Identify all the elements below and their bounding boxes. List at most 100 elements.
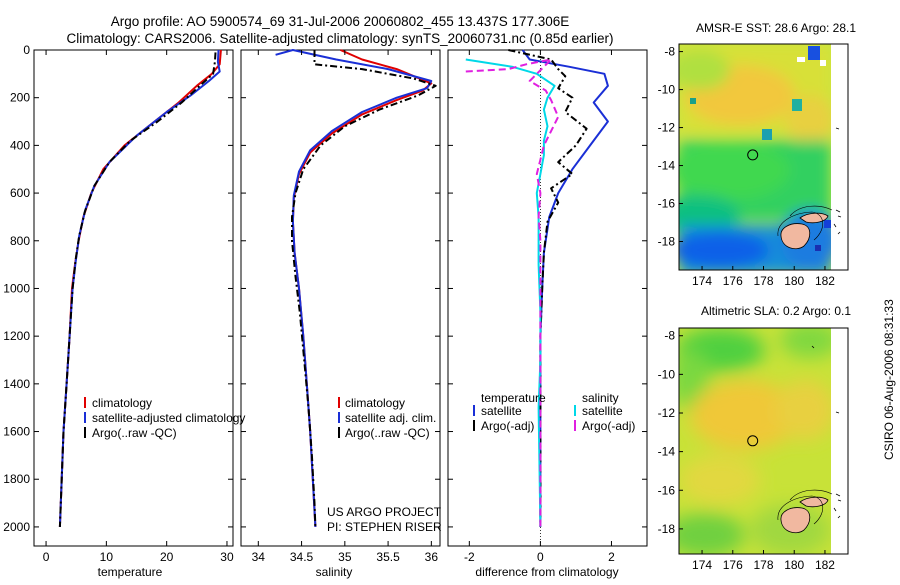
altimetric_sla-xtick-label: 180 bbox=[784, 558, 804, 572]
amsre_sst-ytick-label: -18 bbox=[658, 235, 676, 249]
temperature-ytick-label: 200 bbox=[10, 91, 30, 105]
sst-map-ticks: 174 176 178 180 182 -8 -10 -12 -14 -16 -18 bbox=[658, 45, 836, 288]
amsre_sst-ytick-label: -14 bbox=[658, 159, 676, 173]
legend-label-sal-satellite: satellite bbox=[582, 404, 623, 418]
temperature-ytick-label: 1200 bbox=[3, 329, 30, 343]
temperature-series-argo bbox=[58, 52, 217, 527]
temperature-ytick-label: 0 bbox=[23, 43, 30, 57]
temperature-ytick-label: 1000 bbox=[3, 281, 30, 295]
temperature-ytick-label: 1600 bbox=[3, 425, 30, 439]
amsre_sst-ytick-label: -8 bbox=[664, 45, 675, 59]
salinity-xtick-label: 34.5 bbox=[290, 550, 314, 564]
difference-xtick-label: -2 bbox=[464, 550, 475, 564]
difference-ticks: -2 0 2 bbox=[448, 49, 647, 564]
difference-xlabel: difference from climatology bbox=[475, 565, 618, 579]
temperature-xtick-label: 10 bbox=[100, 550, 114, 564]
temperature-ytick-label: 400 bbox=[10, 138, 30, 152]
sst-argo-location-marker bbox=[747, 149, 759, 161]
temperature-series-sat bbox=[58, 49, 221, 527]
temperature-axes-frame bbox=[33, 49, 234, 547]
amsre_sst-ytick-label: -10 bbox=[658, 83, 676, 97]
difference-legend: temperature salinity satellite Argo(-adj… bbox=[473, 391, 635, 433]
amsre_sst-xtick-label: 182 bbox=[815, 274, 835, 288]
legend-label-temp-argo: Argo(-adj) bbox=[481, 419, 534, 433]
amsre_sst-ytick-label: -12 bbox=[658, 121, 676, 135]
amsre_sst-ytick-label: -16 bbox=[658, 197, 676, 211]
temperature-panel: 0 10 20 30 0 200 400 600 800 1000 1200 1400 1600 1800… bbox=[3, 43, 245, 579]
altimetric_sla-ytick-label: -12 bbox=[658, 406, 676, 420]
altimetric_sla-xtick-label: 182 bbox=[815, 558, 835, 572]
header-line2: Climatology: CARS2006. Satellite-adjuste… bbox=[66, 31, 613, 46]
legend-label-temp-satellite: satellite bbox=[481, 404, 522, 418]
temperature-xlabel: temperature bbox=[98, 565, 163, 579]
difference-panel: -2 0 2 difference from climatology tempera… bbox=[447, 49, 648, 579]
altimetric_sla-xtick-label: 178 bbox=[753, 558, 773, 572]
altimetric_sla-ytick-label: -16 bbox=[658, 483, 676, 497]
temperature-ytick-label: 1400 bbox=[3, 377, 30, 391]
temperature-ytick-label: 1800 bbox=[3, 472, 30, 486]
legend-label-climatology: climatology bbox=[345, 396, 405, 410]
altimetric_sla-ytick-label: -18 bbox=[658, 522, 676, 536]
legend-label-sal-argo: Argo(-adj) bbox=[582, 419, 635, 433]
difference-xtick-label: 2 bbox=[608, 550, 615, 564]
sla-argo-location-marker bbox=[747, 435, 759, 447]
sst-map-panel: AMSR-E SST: 28.6 Argo: 28.1 bbox=[658, 21, 857, 288]
amsre_sst-xtick-label: 176 bbox=[723, 274, 743, 288]
sla-map-coastlines bbox=[777, 345, 842, 534]
temperature-ytick-label: 800 bbox=[10, 234, 30, 248]
temperature-ticks: 0 10 20 30 0 200 400 600 800 1000 1200 1400 1600 1800… bbox=[3, 43, 234, 564]
salinity-panel: 34 34.5 35 35.5 36 salinity climatology sate… bbox=[240, 49, 442, 579]
difference-series-sat bbox=[521, 49, 609, 527]
salinity-xtick-label: 35 bbox=[338, 550, 352, 564]
altimetric_sla-ytick-label: -8 bbox=[664, 329, 675, 343]
altimetric_sla-ytick-label: -14 bbox=[658, 445, 676, 459]
temperature-xtick-label: 30 bbox=[220, 550, 234, 564]
legend-header-temperature: temperature bbox=[481, 391, 546, 405]
sst-map-coastlines bbox=[777, 127, 842, 250]
salinity-xlabel: salinity bbox=[316, 565, 353, 579]
amsre_sst-xtick-label: 178 bbox=[753, 274, 773, 288]
amsre_sst-xtick-label: 180 bbox=[784, 274, 804, 288]
legend-label-climatology: climatology bbox=[92, 396, 152, 410]
difference-series-argo bbox=[508, 49, 588, 527]
salinity-xtick-label: 35.5 bbox=[376, 550, 400, 564]
sla-map-title: Altimetric SLA: 0.2 Argo: 0.1 bbox=[701, 304, 851, 318]
legend-label-argo: Argo(..raw -QC) bbox=[92, 426, 177, 440]
temperature-legend: climatology satellite-adjusted climatolo… bbox=[84, 396, 245, 440]
legend-label-satellite: satellite adj. clim. bbox=[345, 411, 436, 425]
amsre_sst-xtick-label: 174 bbox=[692, 274, 712, 288]
temperature-series-clim bbox=[58, 49, 222, 527]
sst-map-title: AMSR-E SST: 28.6 Argo: 28.1 bbox=[696, 21, 856, 35]
salinity-xtick-label: 34 bbox=[252, 550, 266, 564]
project-note-line2: PI: STEPHEN RISER bbox=[327, 520, 442, 534]
salinity-ticks: 34 34.5 35 35.5 36 bbox=[241, 49, 440, 564]
temperature-xtick-label: 0 bbox=[43, 550, 50, 564]
header-line1: Argo profile: AO 5900574_69 31-Jul-2006 … bbox=[111, 14, 570, 29]
salinity-legend: climatology satellite adj. clim. Argo(..… bbox=[338, 396, 436, 440]
sst-map-field bbox=[679, 44, 831, 270]
legend-label-satellite: satellite-adjusted climatology bbox=[92, 411, 245, 425]
side-timestamp-label: CSIRO 06-Aug-2006 08:31:33 bbox=[882, 299, 896, 460]
salinity-xtick-label: 36 bbox=[425, 550, 439, 564]
sla-map-field bbox=[679, 328, 831, 554]
salinity-axes-frame bbox=[240, 49, 441, 547]
altimetric_sla-xtick-label: 174 bbox=[692, 558, 712, 572]
temperature-ytick-label: 600 bbox=[10, 186, 30, 200]
legend-label-argo: Argo(..raw -QC) bbox=[345, 426, 430, 440]
difference-series-argo_diff bbox=[465, 58, 560, 527]
difference-xtick-label: 0 bbox=[537, 550, 544, 564]
project-note-line1: US ARGO PROJECT bbox=[327, 505, 442, 519]
legend-header-salinity: salinity bbox=[582, 391, 619, 405]
altimetric_sla-ytick-label: -10 bbox=[658, 367, 676, 381]
altimetric_sla-xtick-label: 176 bbox=[723, 558, 743, 572]
salinity-series-clim bbox=[291, 49, 433, 527]
sla-map-ticks: 174 176 178 180 182 -8 -10 -12 -14 -16 -18 bbox=[658, 329, 836, 572]
temperature-series-group bbox=[58, 49, 222, 527]
salinity-series-group bbox=[275, 49, 437, 527]
difference-series-group bbox=[465, 49, 609, 527]
temperature-xtick-label: 20 bbox=[160, 550, 174, 564]
difference-axes-frame bbox=[447, 49, 648, 547]
salinity-series-argo bbox=[291, 50, 437, 527]
temperature-ytick-label: 2000 bbox=[3, 520, 30, 534]
